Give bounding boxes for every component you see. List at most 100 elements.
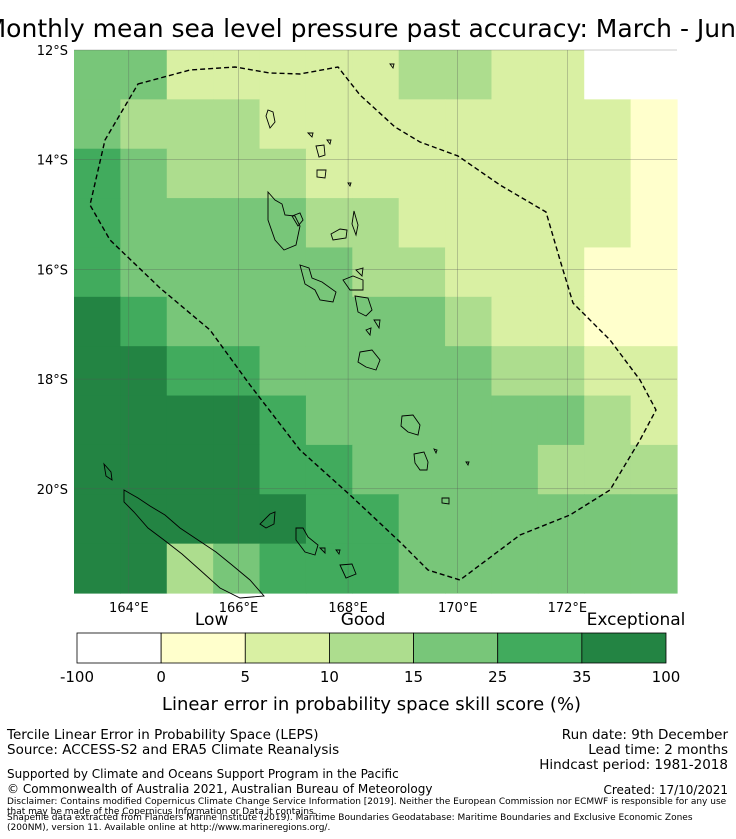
grid-cell	[491, 198, 539, 249]
grid-cell	[259, 296, 307, 347]
grid-cell	[630, 198, 678, 249]
grid-cell	[120, 346, 168, 397]
grid-cell	[537, 198, 585, 249]
created-date: Created: 17/10/2021	[603, 783, 728, 797]
grid-cell	[630, 444, 678, 495]
grid-cell	[537, 247, 585, 298]
colorbar-segment	[244, 632, 330, 664]
colorbar-tick-label: 25	[488, 668, 507, 686]
grid-cell	[398, 395, 446, 446]
grid-cell	[445, 247, 493, 298]
grid-cell	[537, 395, 585, 446]
grid-cell	[398, 494, 446, 545]
grid-cell	[630, 247, 678, 298]
grid-cell	[630, 296, 678, 347]
grid-cell	[445, 296, 493, 347]
skill-map: 12°S 14°S 16°S 18°S 20°S 164°E 166°E 168°E 170°E…	[37, 44, 686, 715]
lat-label: 14°S	[37, 154, 68, 169]
grid-cell	[213, 148, 261, 199]
grid-cell	[584, 296, 632, 347]
grid-cell	[398, 50, 446, 100]
grid-cell	[259, 50, 307, 100]
grid-cell	[398, 247, 446, 298]
grid-cell	[74, 543, 121, 594]
grid-cell	[259, 346, 307, 397]
grid-cell	[305, 444, 353, 495]
disclaimer: Disclaimer: Contains modified Copernicus…	[7, 797, 727, 817]
grid-cell	[213, 395, 261, 446]
grid-cell	[213, 444, 261, 495]
grid-cell	[120, 247, 168, 298]
grid-cell	[213, 494, 261, 545]
colorbar-tick-label: -100	[60, 668, 94, 686]
grid-cell	[120, 494, 168, 545]
grid-cell	[352, 444, 400, 495]
grid-cell	[445, 148, 493, 199]
hindcast-period: Hindcast period: 1981-2018	[539, 757, 728, 773]
category-label: Exceptional	[587, 610, 686, 630]
grid-cell	[305, 395, 353, 446]
grid-cell	[259, 99, 307, 150]
grid-cell	[630, 99, 678, 150]
eez-boundary	[89, 66, 657, 581]
colorbar-tick-label: 100	[652, 668, 681, 686]
grid-cell	[213, 247, 261, 298]
grid-cell	[259, 444, 307, 495]
grid-cell	[120, 395, 168, 446]
category-label: Good	[341, 610, 386, 630]
colorbar-tick-label: 15	[404, 668, 423, 686]
grid-cell	[352, 198, 400, 249]
grid-cell	[537, 543, 585, 594]
grid-cell	[491, 296, 539, 347]
colorbar-segment	[497, 632, 583, 664]
grid-cell	[166, 346, 214, 397]
grid-cell	[491, 247, 539, 298]
grid-cell	[305, 148, 353, 199]
grid-cell	[166, 494, 214, 545]
colorbar-segment	[76, 632, 162, 664]
grid-cell	[584, 148, 632, 199]
grid-cell	[537, 99, 585, 150]
colorbar-tick-label: 35	[572, 668, 591, 686]
colorbar-segment	[413, 632, 499, 664]
grid-cell	[352, 247, 400, 298]
grid-cell	[166, 395, 214, 446]
grid-cell	[584, 444, 632, 495]
grid-cell	[398, 543, 446, 594]
grid-cell	[630, 50, 678, 100]
grid-cell	[74, 148, 121, 199]
grid-cell	[537, 444, 585, 495]
grid-cell	[398, 198, 446, 249]
grid-cell	[259, 494, 307, 545]
grid-cell	[584, 346, 632, 397]
grid-cell	[630, 543, 678, 594]
grid-cell	[74, 247, 121, 298]
grid-cell	[352, 50, 400, 100]
colorbar-axis-label: Linear error in probability space skill …	[162, 694, 581, 715]
grid-cell	[491, 346, 539, 397]
grid-cell	[630, 346, 678, 397]
grid-cell	[74, 198, 121, 249]
grid-cell	[120, 444, 168, 495]
colorbar-tick-label: 10	[320, 668, 339, 686]
grid-cell	[259, 247, 307, 298]
grid-cell	[166, 99, 214, 150]
grid-cell	[398, 346, 446, 397]
lon-label: 164°E	[109, 601, 149, 616]
grid-cell	[584, 198, 632, 249]
colorbar: -100 0 5 10 15 25 35 100 Low Good Exceptional Linea…	[60, 610, 685, 715]
grid-cell	[166, 247, 214, 298]
grid-cell	[259, 198, 307, 249]
grid-cell	[213, 198, 261, 249]
grid-cell	[445, 99, 493, 150]
grid-cell	[120, 50, 168, 100]
grid-cell	[352, 296, 400, 347]
lon-label: 170°E	[438, 601, 478, 616]
colorbar-segment	[581, 632, 667, 664]
grid-cell	[305, 247, 353, 298]
run-date: Run date: 9th December	[561, 727, 728, 743]
shapefile-note: Shapefile data extracted from Flanders M…	[7, 813, 693, 833]
grid-cell	[491, 444, 539, 495]
grid-cell	[491, 50, 539, 100]
grid-cell	[166, 198, 214, 249]
